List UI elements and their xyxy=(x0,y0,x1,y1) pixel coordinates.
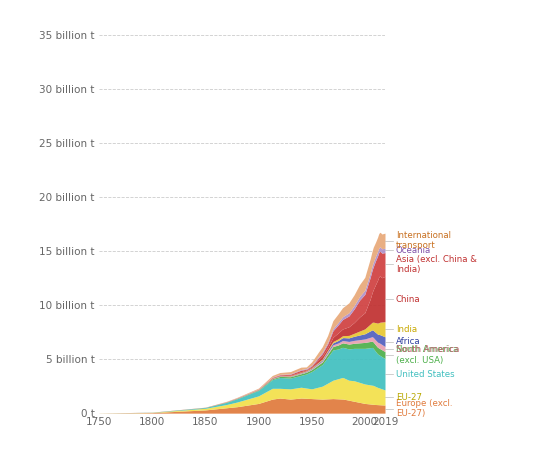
Text: South America: South America xyxy=(396,345,459,354)
Text: United States: United States xyxy=(396,370,455,379)
Text: Oceania: Oceania xyxy=(396,246,431,255)
Text: International
transport: International transport xyxy=(396,231,451,251)
Text: Europe (excl.
EU-27): Europe (excl. EU-27) xyxy=(396,399,453,418)
Text: EU-27: EU-27 xyxy=(396,393,422,402)
Text: North America
(excl. USA): North America (excl. USA) xyxy=(396,345,458,365)
Text: Asia (excl. China &
India): Asia (excl. China & India) xyxy=(396,255,477,274)
Text: Africa: Africa xyxy=(396,337,421,346)
Text: China: China xyxy=(396,295,421,304)
Text: India: India xyxy=(396,325,417,334)
